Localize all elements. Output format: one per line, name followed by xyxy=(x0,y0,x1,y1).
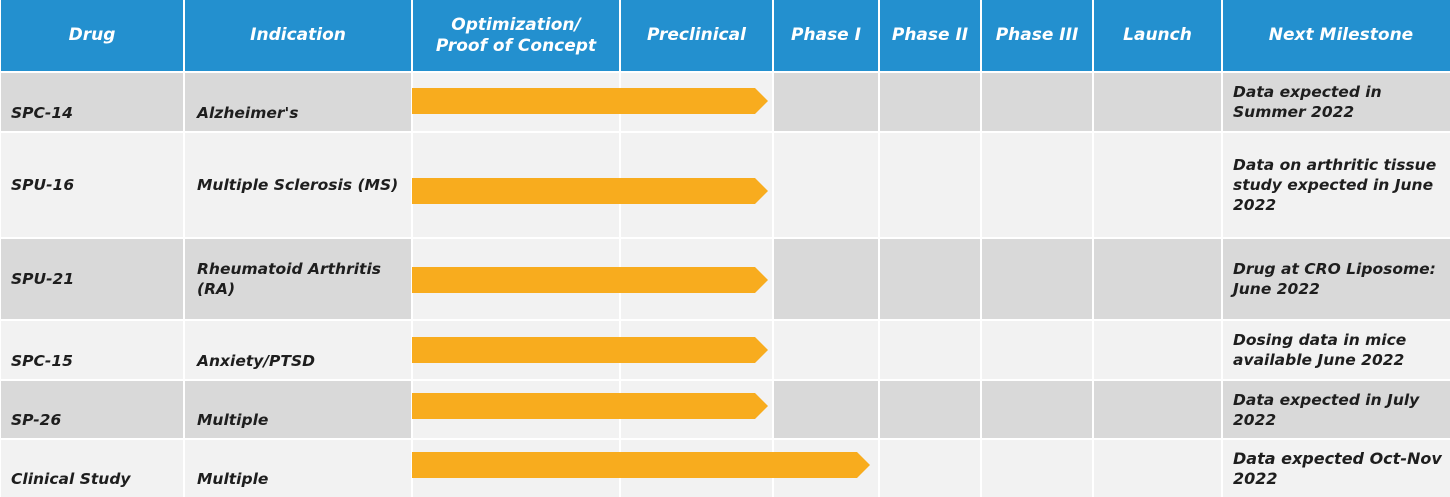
table-row-milestone: Data on arthritic tissue study expected … xyxy=(1223,133,1450,237)
table-row-drug: SPC-15 xyxy=(1,321,183,379)
table-cell xyxy=(1094,73,1221,131)
table-cell xyxy=(880,239,980,319)
table-cell xyxy=(880,133,980,237)
table-row-drug: SPU-16 xyxy=(1,133,183,237)
table-row-milestone: Drug at CRO Liposome: June 2022 xyxy=(1223,239,1450,319)
table-cell xyxy=(1094,381,1221,438)
table-cell xyxy=(982,321,1092,379)
table-cell xyxy=(880,321,980,379)
progress-arrow xyxy=(412,88,768,114)
table-cell xyxy=(880,73,980,131)
table-cell xyxy=(880,381,980,438)
table-cell xyxy=(774,73,878,131)
table-row-indication: Multiple Sclerosis (MS) xyxy=(185,133,411,237)
table-cell xyxy=(1094,321,1221,379)
table-cell xyxy=(982,440,1092,497)
table-row-milestone: Data expected in July 2022 xyxy=(1223,381,1450,438)
table-cell xyxy=(1094,440,1221,497)
table-row-milestone: Data expected in Summer 2022 xyxy=(1223,73,1450,131)
header-optimization: Optimization/ Proof of Concept xyxy=(413,0,619,71)
progress-arrow xyxy=(412,393,768,419)
table-cell xyxy=(982,381,1092,438)
header-phase-1: Phase I xyxy=(774,0,878,71)
header-launch: Launch xyxy=(1094,0,1221,71)
progress-arrow xyxy=(412,267,768,293)
progress-arrow xyxy=(412,452,870,478)
table-row-indication: Multiple xyxy=(185,381,411,438)
header-indication: Indication xyxy=(185,0,411,71)
table-cell xyxy=(880,440,980,497)
table-row-drug: SPU-21 xyxy=(1,239,183,319)
progress-arrow xyxy=(412,337,768,363)
header-phase-3: Phase III xyxy=(982,0,1092,71)
table-row-indication: Anxiety/PTSD xyxy=(185,321,411,379)
table-cell xyxy=(982,239,1092,319)
table-cell xyxy=(774,381,878,438)
table-cell xyxy=(774,239,878,319)
table-row-indication: Multiple xyxy=(185,440,411,497)
table-row-drug: SP-26 xyxy=(1,381,183,438)
header-drug: Drug xyxy=(1,0,183,71)
table-row-milestone: Data expected Oct-Nov 2022 xyxy=(1223,440,1450,497)
header-next-milestone: Next Milestone xyxy=(1223,0,1450,71)
table-row-milestone: Dosing data in mice available June 2022 xyxy=(1223,321,1450,379)
table-row-indication: Rheumatoid Arthritis (RA) xyxy=(185,239,411,319)
table-cell xyxy=(1094,133,1221,237)
header-phase-2: Phase II xyxy=(880,0,980,71)
table-row-indication: Alzheimer's xyxy=(185,73,411,131)
table-row-drug: SPC-14 xyxy=(1,73,183,131)
table-cell xyxy=(982,73,1092,131)
table-cell xyxy=(982,133,1092,237)
header-preclinical: Preclinical xyxy=(621,0,772,71)
table-cell xyxy=(774,133,878,237)
table-cell xyxy=(774,321,878,379)
table-cell xyxy=(1094,239,1221,319)
table-row-drug: Clinical Study xyxy=(1,440,183,497)
progress-arrow xyxy=(412,178,768,204)
